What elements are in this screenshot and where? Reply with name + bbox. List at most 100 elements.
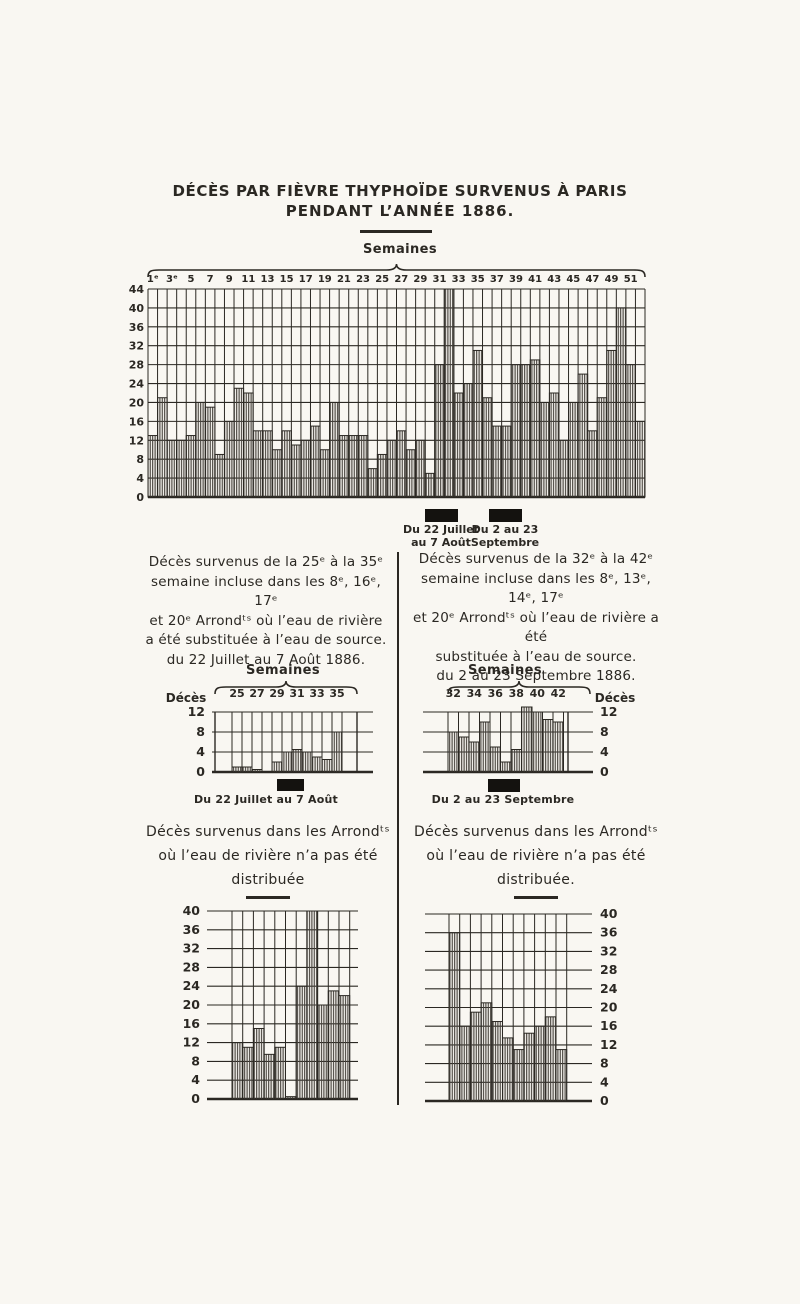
bar xyxy=(491,1021,504,1102)
bar xyxy=(185,435,197,498)
bar xyxy=(252,430,264,498)
y-tick-label: 0 xyxy=(600,764,609,779)
bar xyxy=(214,453,225,498)
x-tick-label: 17 xyxy=(299,274,313,285)
y-tick-label: 4 xyxy=(136,472,144,485)
marker-label-september: Du 2 au 23 Septembre xyxy=(450,523,560,549)
bar xyxy=(386,439,398,498)
marker-label-july-line1: Du 22 Juillet xyxy=(403,523,479,536)
y-tick-label: 36 xyxy=(129,321,145,334)
bar xyxy=(290,444,302,498)
y-tick-label: 40 xyxy=(183,903,201,918)
bar xyxy=(321,759,333,773)
marker-label-july-line2: au 7 Août xyxy=(411,535,471,549)
bar xyxy=(542,719,554,773)
bar xyxy=(319,449,331,498)
highlight-marker-small-right xyxy=(488,779,520,792)
x-tick-label: 27 xyxy=(394,274,408,285)
left-paragraph-line: du 22 Juillet au 7 Août 1886. xyxy=(166,651,366,668)
bar xyxy=(348,435,359,498)
y-tick-label: 12 xyxy=(183,1035,200,1050)
bar xyxy=(338,435,350,498)
bar xyxy=(502,1037,514,1102)
left-paragraph: Décès survenus de la 25ᵉ à la 35ᵉ semain… xyxy=(138,553,394,670)
bar xyxy=(544,1016,557,1102)
y-tick-label: 8 xyxy=(600,1056,609,1071)
bar xyxy=(480,1002,493,1102)
y-tick-label: 36 xyxy=(183,922,201,937)
brace xyxy=(447,680,591,695)
bar xyxy=(233,387,245,498)
bar xyxy=(489,746,501,773)
bar xyxy=(147,435,159,498)
y-tick-label: 28 xyxy=(129,359,144,372)
y-tick-label: 0 xyxy=(600,1093,609,1108)
left-bottom-paragraph-line: où l’eau de rivière n’a pas été xyxy=(158,848,378,864)
bar xyxy=(500,761,512,773)
y-tick-label: 12 xyxy=(129,434,144,447)
y-tick-label: 20 xyxy=(129,396,145,409)
right-paragraph: Décès survenus de la 32ᵉ à la 42ᵉ semain… xyxy=(406,550,666,687)
bar xyxy=(434,364,445,498)
bar xyxy=(231,1042,244,1100)
bar xyxy=(317,1004,329,1100)
small-chart-left-caption: Du 22 Juillet au 7 Août xyxy=(193,793,339,806)
bar xyxy=(458,736,470,773)
y-tick-label: 16 xyxy=(183,1016,201,1031)
bar xyxy=(285,1096,297,1100)
x-tick-label: 15 xyxy=(280,274,294,285)
deces-axis-label: Décès xyxy=(166,691,207,705)
x-tick-label: 23 xyxy=(356,274,370,285)
page-title-line2: PENDANT L’ANNÉE 1886. xyxy=(285,202,515,220)
x-tick-label: 45 xyxy=(566,274,580,285)
y-tick-label: 20 xyxy=(183,997,201,1012)
x-tick-label: 38 xyxy=(509,687,524,700)
bar xyxy=(396,430,407,498)
y-tick-label: 8 xyxy=(600,724,609,739)
bar xyxy=(568,401,579,498)
x-tick-label: 13 xyxy=(261,274,275,285)
bar xyxy=(453,392,464,498)
y-tick-label: 4 xyxy=(600,744,609,759)
right-bottom-paragraph-line: Décès survenus dans les Arrondᵗˢ xyxy=(414,824,658,840)
bar xyxy=(271,449,283,498)
left-paragraph-line: semaine incluse dans les 8ᵉ, 16ᵉ, 17ᵉ xyxy=(151,573,381,610)
bar xyxy=(281,430,292,498)
bar xyxy=(520,364,531,498)
bar xyxy=(376,453,388,498)
bar xyxy=(367,468,378,498)
bar xyxy=(558,439,570,498)
x-tick-label: 25 xyxy=(229,687,244,700)
highlight-marker-september xyxy=(489,509,522,522)
x-tick-label: 3ᵉ xyxy=(166,274,178,285)
x-tick-label: 5 xyxy=(188,274,195,285)
x-tick-label: 29 xyxy=(413,274,427,285)
bar xyxy=(482,397,493,498)
bar xyxy=(459,1025,471,1102)
x-tick-label: 33 xyxy=(309,687,324,700)
bar xyxy=(443,288,455,498)
x-tick-label: 49 xyxy=(605,274,619,285)
y-tick-label: 12 xyxy=(600,1037,617,1052)
bar xyxy=(577,373,589,498)
x-tick-label: 11 xyxy=(241,274,255,285)
bar xyxy=(587,430,598,498)
x-tick-label: 47 xyxy=(585,274,599,285)
bar xyxy=(331,731,343,773)
x-tick-label: 39 xyxy=(509,274,523,285)
x-tick-label: 21 xyxy=(337,274,351,285)
right-bottom-paragraph-line: distribuée. xyxy=(497,872,575,888)
y-tick-label: 4 xyxy=(600,1074,609,1089)
bar xyxy=(529,359,541,498)
y-tick-label: 4 xyxy=(191,1072,200,1087)
y-tick-label: 12 xyxy=(188,704,205,719)
bar xyxy=(625,364,636,498)
x-tick-label: 34 xyxy=(467,687,483,700)
right-bottom-rule xyxy=(514,896,558,899)
right-paragraph-line: du 2 au 23 Septembre 1886. xyxy=(436,668,636,684)
bar xyxy=(501,425,512,498)
y-tick-label: 12 xyxy=(600,704,617,719)
bar xyxy=(634,420,646,498)
